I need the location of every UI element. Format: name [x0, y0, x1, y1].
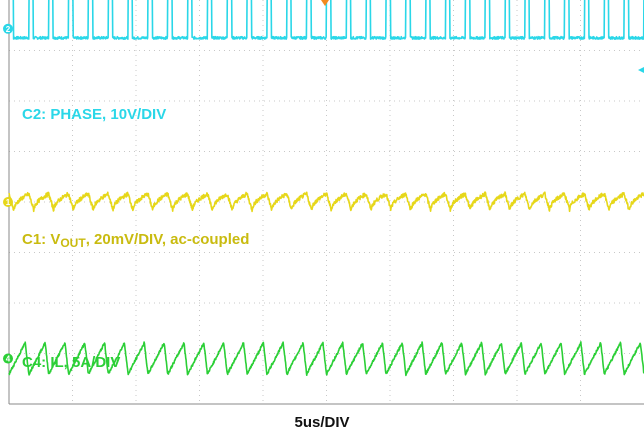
- trigger-position-marker: [321, 0, 329, 6]
- x-axis-label: 5us/DIV: [294, 414, 350, 431]
- channel-marker-number: 2: [6, 25, 11, 34]
- trace-c1: [8, 191, 644, 213]
- c2-phase-label: C2: PHASE, 10V/DIV: [22, 106, 167, 123]
- channel-marker-dot: [3, 197, 13, 207]
- channel-marker-c4: 4: [3, 353, 13, 364]
- channel-marker-number: 4: [6, 355, 11, 364]
- trace-c2: [12, 0, 644, 40]
- grid: [9, 0, 644, 404]
- c2-trigger-level-arrow: [638, 67, 644, 73]
- c1-vout-label: C1: VOUT, 20mV/DIV, ac-coupled: [22, 231, 250, 250]
- channel-marker-dot: [3, 23, 13, 34]
- channel-markers: 2 1 4: [3, 23, 13, 364]
- c4-il-label: C4: IL, 5A/DIV: [22, 354, 121, 371]
- traces: [8, 0, 644, 377]
- channel-marker-c1: 1: [3, 197, 13, 207]
- channel-marker-c2: 2: [3, 23, 13, 34]
- trace-c4: [8, 341, 644, 377]
- channel-marker-dot: [3, 353, 13, 364]
- channel-marker-number: 1: [6, 198, 11, 207]
